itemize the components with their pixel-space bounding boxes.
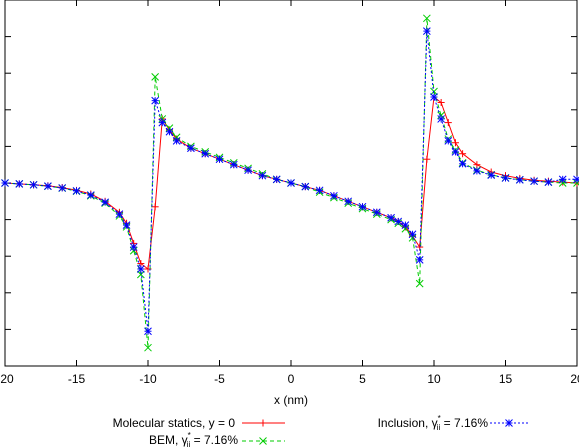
x-tick-label: -20: [0, 372, 14, 386]
data-point-bem: [415, 279, 424, 288]
legend-marker-molecular-statics: [259, 419, 267, 427]
data-point-inclusion: [165, 127, 174, 136]
data-point-inclusion: [201, 149, 210, 158]
x-axis-label: x (nm): [274, 393, 308, 407]
x-tick-label: -10: [139, 372, 157, 386]
data-point-bem: [151, 73, 160, 81]
data-point-inclusion: [422, 27, 431, 35]
data-point-bem: [136, 270, 145, 279]
series-layer: [1, 14, 579, 352]
data-point-inclusion: [72, 187, 81, 195]
x-ticks: -20 -15 -10 -5 0 5 10 15 20: [0, 0, 579, 386]
data-point-inclusion: [344, 197, 353, 206]
data-point-inclusion: [44, 182, 52, 190]
data-point-inclusion: [330, 191, 338, 200]
data-point-inclusion: [473, 167, 481, 175]
data-point-bem: [144, 343, 152, 352]
series-line-inclusion: [4, 31, 577, 332]
data-point-bem: [408, 234, 417, 242]
data-point-inclusion: [301, 182, 310, 191]
data-point-inclusion: [122, 221, 131, 229]
data-point-inclusion: [530, 177, 538, 186]
data-point-inclusion: [430, 93, 438, 101]
data-point-bem: [422, 14, 431, 23]
data-point-bem: [172, 133, 181, 142]
data-point-inclusion: [86, 191, 95, 199]
data-point-inclusion: [558, 175, 567, 184]
data-point-inclusion: [172, 137, 181, 145]
data-point-inclusion: [358, 202, 367, 211]
x-tick-label: -5: [214, 372, 225, 386]
data-point-inclusion: [315, 186, 324, 195]
data-point-inclusion: [229, 160, 238, 169]
data-point-inclusion: [515, 176, 524, 184]
data-point-inclusion: [258, 171, 267, 180]
legend: Molecular statics, y = 0 Inclusion, γ* ii…: [113, 414, 528, 447]
data-point-inclusion: [387, 213, 395, 222]
data-point-inclusion: [451, 148, 460, 156]
data-point-inclusion: [272, 175, 281, 184]
data-point-inclusion: [151, 96, 160, 105]
data-point-inclusion: [287, 179, 295, 187]
data-point-inclusion: [573, 176, 579, 184]
legend-marker-inclusion: [505, 419, 513, 427]
data-point-inclusion: [544, 178, 553, 186]
data-point-inclusion: [458, 159, 467, 168]
data-point-inclusion: [372, 208, 381, 217]
data-point-inclusion: [215, 155, 224, 164]
x-tick-label: 5: [359, 372, 366, 386]
legend-label-molecular-statics: Molecular statics, y = 0: [113, 416, 236, 430]
data-point-inclusion: [115, 210, 124, 218]
legend-marker: [505, 419, 513, 427]
data-point-inclusion: [444, 137, 453, 145]
data-point-bem: [401, 224, 410, 233]
x-tick-label: 15: [499, 372, 513, 386]
data-point-inclusion: [487, 171, 496, 179]
data-point-inclusion: [136, 265, 145, 273]
x-tick-label: 20: [570, 372, 579, 386]
legend-label-inclusion: Inclusion, γ* ii = 7.16%: [378, 414, 489, 432]
data-point-inclusion: [437, 115, 446, 123]
data-point-bem: [573, 180, 579, 187]
data-point-bem: [430, 87, 438, 96]
data-point-inclusion: [129, 243, 138, 251]
data-point-inclusion: [15, 180, 24, 188]
legend-label-bem: BEM, γ* ii = 7.16%: [149, 431, 238, 447]
data-point-inclusion: [187, 144, 195, 153]
data-point-bem: [165, 124, 174, 132]
data-point-inclusion: [401, 221, 410, 229]
data-point-bem: [129, 246, 138, 255]
series-inclusion: [1, 27, 579, 336]
data-point-inclusion: [158, 118, 167, 127]
data-point-inclusion: [101, 198, 109, 207]
data-point-bem: [558, 179, 567, 187]
legend-marker-bem: [259, 437, 267, 445]
x-tick-label: 0: [288, 372, 295, 386]
x-tick-label: 10: [427, 372, 441, 386]
data-point-inclusion: [29, 180, 38, 189]
data-point-inclusion: [501, 174, 510, 182]
data-point-inclusion: [58, 184, 67, 192]
data-point-inclusion: [244, 166, 252, 175]
x-tick-label: -15: [68, 372, 86, 386]
data-point-inclusion: [408, 230, 417, 239]
data-point-bem: [158, 115, 167, 123]
data-point-inclusion: [1, 179, 9, 187]
data-point-inclusion: [415, 256, 424, 264]
data-point-bem: [437, 111, 446, 120]
data-point-inclusion: [144, 327, 152, 336]
data-point-inclusion: [394, 217, 403, 226]
legend-marker: [259, 437, 267, 445]
